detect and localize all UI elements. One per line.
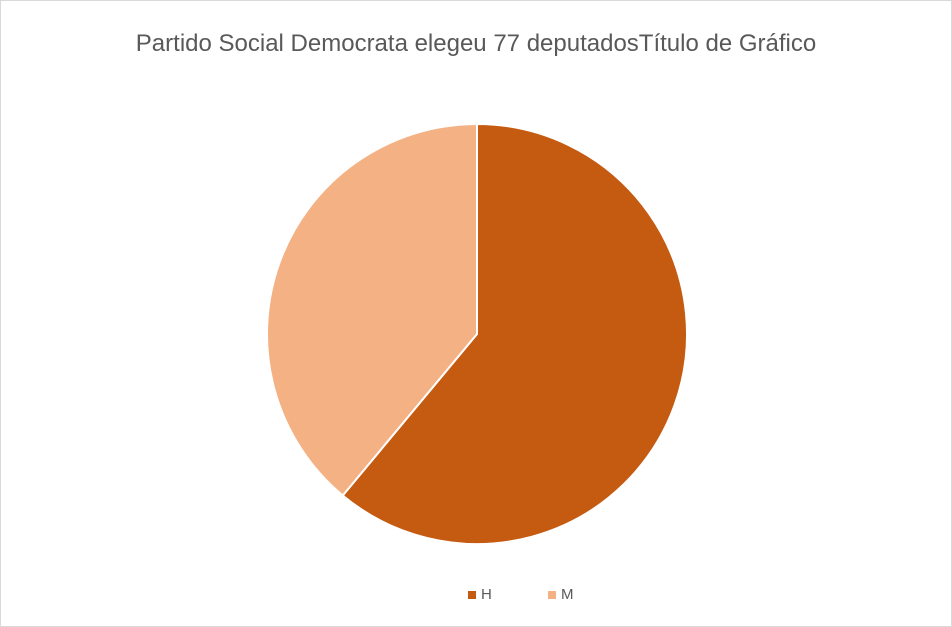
legend-swatch: [548, 591, 556, 599]
legend-label: H: [481, 586, 492, 603]
legend-swatch: [468, 591, 476, 599]
pie-slice: [266, 122, 478, 497]
legend-label: M: [561, 586, 574, 603]
chart-title: Partido Social Democrata elegeu 77 deput…: [135, 30, 817, 57]
pie-slice: [341, 122, 688, 545]
